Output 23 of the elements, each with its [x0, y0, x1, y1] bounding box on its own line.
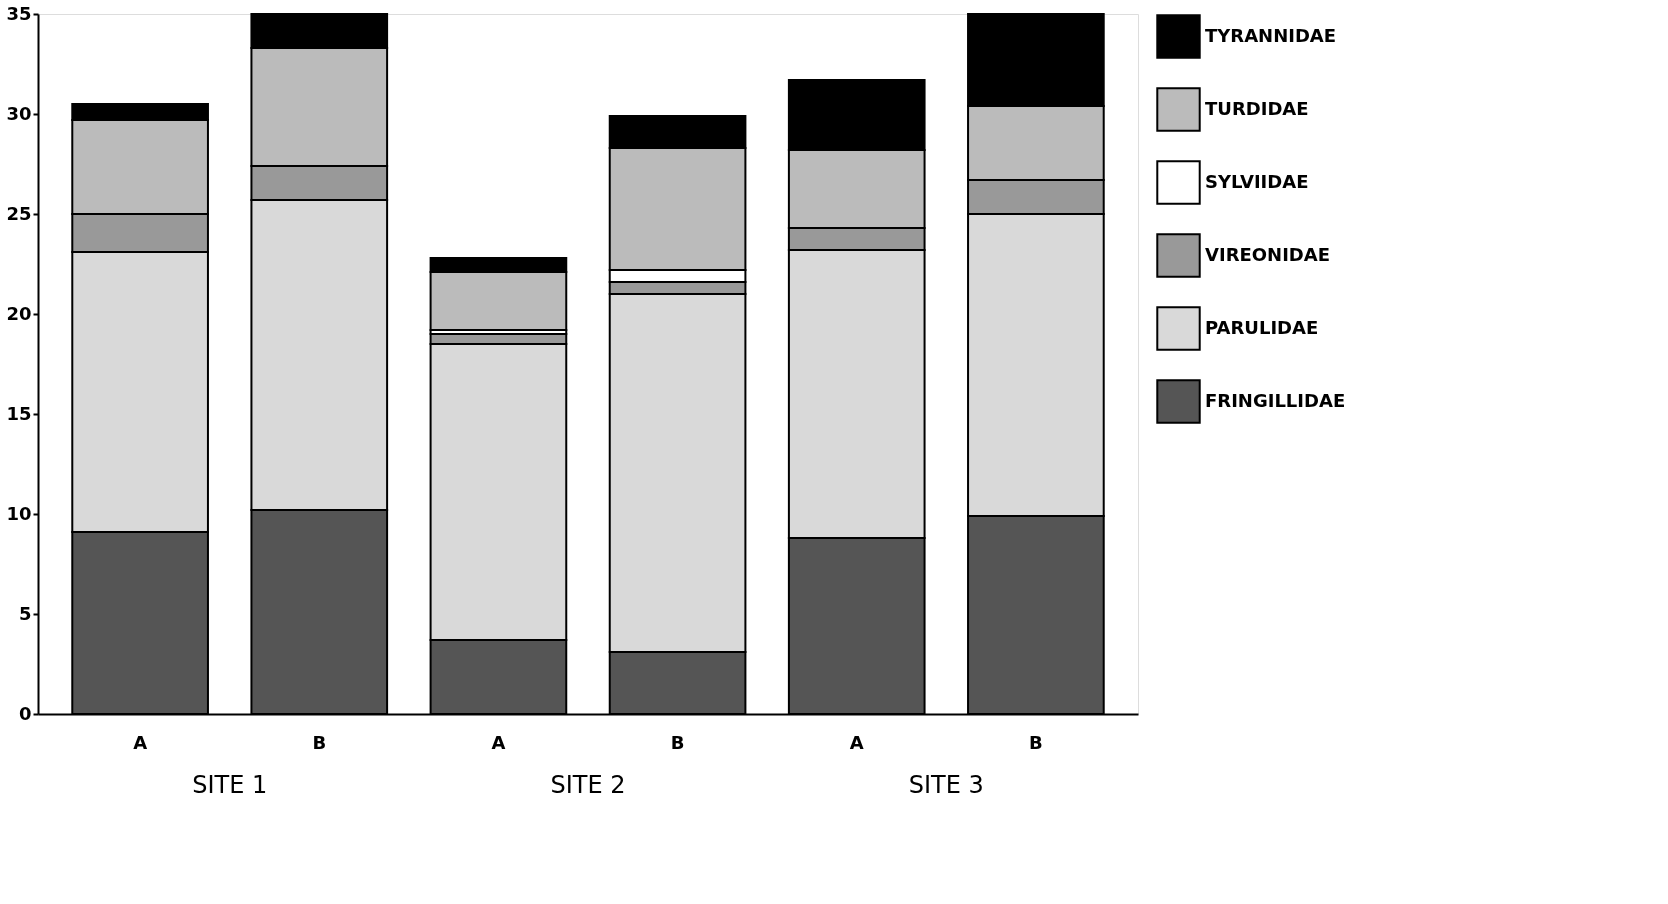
x-tick-label: A — [133, 731, 148, 753]
y-tick-label: 30 — [6, 102, 32, 124]
x-tick-label: A — [849, 731, 864, 753]
legend-label: VIREONIDAE — [1205, 243, 1331, 265]
y-tick-label: 5 — [18, 602, 32, 624]
text: SITE 2 — [550, 771, 626, 799]
x-tick-label: B — [670, 731, 685, 753]
y-tick-label: 0 — [18, 702, 32, 724]
y-tick-label: 35 — [6, 2, 32, 24]
text: SITE 1 — [192, 771, 268, 799]
legend-label: SYLVIIDAE — [1205, 170, 1309, 192]
legend-label: PARULIDAE — [1205, 316, 1319, 338]
y-tick-label: 15 — [6, 402, 32, 424]
legend-label: TURDIDAE — [1205, 97, 1309, 119]
y-tick-label: 25 — [6, 202, 32, 224]
text: SITE 3 — [908, 771, 984, 799]
x-tick-label: B — [1029, 731, 1043, 753]
y-tick-label: 10 — [6, 502, 32, 524]
y-tick-label: 20 — [6, 302, 32, 324]
x-tick-label: A — [491, 731, 506, 753]
legend-label: TYRANNIDAE — [1205, 24, 1337, 46]
legend-label: FRINGILLIDAE — [1205, 389, 1346, 411]
x-tick-label: B — [312, 731, 327, 753]
